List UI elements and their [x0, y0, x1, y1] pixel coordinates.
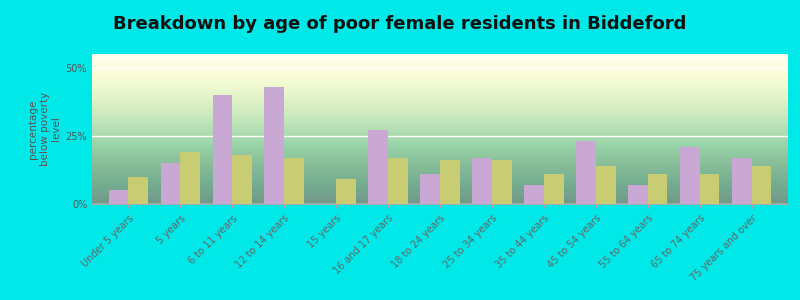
Bar — [732, 158, 752, 204]
Bar — [700, 174, 719, 204]
Bar — [440, 160, 460, 204]
Bar — [180, 152, 200, 204]
Bar — [265, 87, 284, 204]
Bar — [420, 174, 440, 204]
Bar — [109, 190, 128, 204]
Bar — [680, 147, 700, 204]
Bar — [492, 160, 512, 204]
Bar — [752, 166, 771, 204]
Bar — [128, 177, 148, 204]
Bar — [472, 158, 492, 204]
Bar — [388, 158, 408, 204]
Bar — [161, 163, 180, 204]
Bar — [213, 95, 232, 204]
Bar — [648, 174, 667, 204]
Bar — [336, 179, 356, 204]
Bar — [628, 185, 648, 204]
Bar — [544, 174, 564, 204]
Bar — [524, 185, 544, 204]
Bar — [596, 166, 615, 204]
Bar — [576, 141, 596, 204]
Y-axis label: percentage
below poverty
level: percentage below poverty level — [28, 92, 62, 166]
Bar — [284, 158, 304, 204]
Bar — [368, 130, 388, 204]
Text: Breakdown by age of poor female residents in Biddeford: Breakdown by age of poor female resident… — [114, 15, 686, 33]
Bar — [232, 155, 252, 204]
